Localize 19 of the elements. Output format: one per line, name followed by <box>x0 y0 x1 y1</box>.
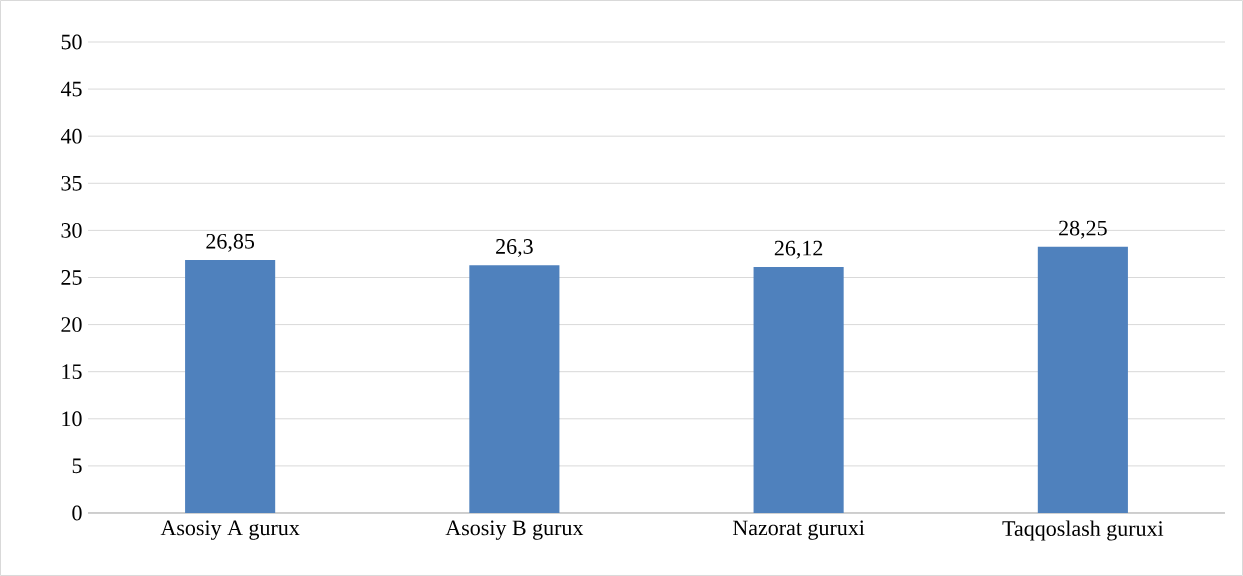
y-tick-label: 0 <box>72 505 82 521</box>
data-label: 28,25 <box>1059 220 1107 239</box>
data-label: 26,85 <box>206 233 255 252</box>
x-tick-label: Nazorat guruxi <box>732 520 865 540</box>
y-tick-label: 25 <box>61 270 82 285</box>
y-tick-label: 30 <box>61 222 82 238</box>
y-tick-label: 5 <box>72 458 82 474</box>
x-tick-label: Asosiy A gurux <box>160 520 300 540</box>
y-tick-label: 45 <box>60 81 82 97</box>
y-tick-label: 35 <box>61 175 82 191</box>
data-label: 26,12 <box>774 240 823 259</box>
y-tick-label: 15 <box>62 364 82 380</box>
x-tick-label: Asosiy B gurux <box>445 520 584 540</box>
data-label: 26,3 <box>496 239 533 258</box>
y-tick-label: 10 <box>62 411 82 427</box>
y-tick-label: 40 <box>60 128 82 144</box>
y-tick-label: 20 <box>61 317 82 333</box>
x-tick-label: Taqqoslash guruxi <box>1002 520 1164 541</box>
y-tick-label: 50 <box>61 34 82 50</box>
